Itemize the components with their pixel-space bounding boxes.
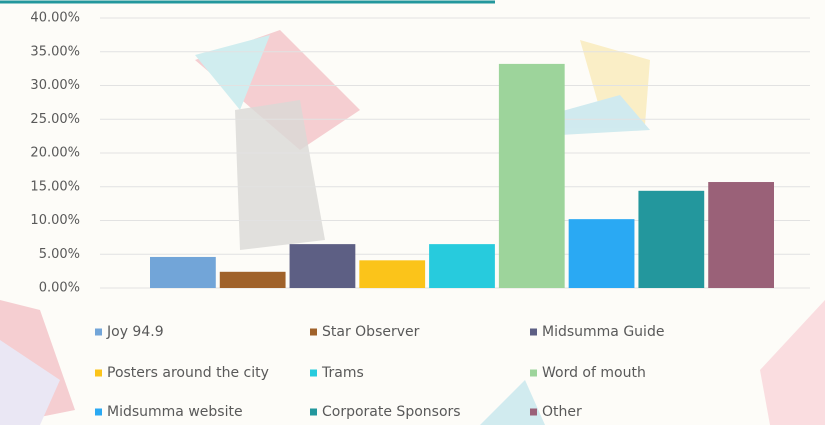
y-tick-label: 15.00% (30, 179, 80, 194)
bar (708, 182, 774, 288)
legend-swatch (310, 408, 317, 416)
y-tick-label: 0.00% (39, 281, 80, 296)
bar (568, 219, 635, 288)
bar (498, 63, 565, 289)
legend-label: Star Observer (322, 324, 420, 340)
legend-label: Trams (321, 365, 364, 381)
legend-swatch (310, 369, 317, 377)
legend-label: Joy 94.9 (106, 324, 164, 340)
legend-label: Corporate Sponsors (322, 404, 461, 420)
legend-swatch (530, 408, 537, 416)
bar (289, 244, 356, 288)
bar (429, 244, 495, 288)
y-tick-label: 25.00% (30, 112, 80, 127)
background-decor (0, 30, 825, 425)
y-tick-label: 35.00% (30, 44, 80, 59)
legend-swatch (95, 328, 102, 336)
y-tick-label: 40.00% (30, 11, 80, 26)
legend-swatch (95, 369, 102, 377)
y-tick-label: 20.00% (30, 146, 80, 161)
y-tick-label: 10.00% (30, 213, 80, 228)
bar (219, 271, 286, 288)
y-tick-label: 30.00% (30, 78, 80, 93)
legend-label: Midsumma website (107, 404, 243, 420)
legend-label: Midsumma Guide (542, 324, 664, 340)
bar (150, 256, 216, 288)
legend-swatch (95, 408, 102, 416)
legend-swatch (310, 328, 317, 336)
legend-swatch (530, 328, 537, 336)
plot: 0.00% 5.00% 10.00% 15.00% 20.00% 25.00% 30.00%… (30, 11, 810, 420)
legend-label: Word of mouth (542, 365, 646, 381)
y-tick-label: 5.00% (39, 247, 80, 262)
legend-label: Other (542, 404, 582, 420)
bar (638, 190, 705, 288)
bar (359, 260, 426, 288)
legend-swatch (530, 369, 537, 377)
legend-label: Posters around the city (107, 365, 269, 381)
